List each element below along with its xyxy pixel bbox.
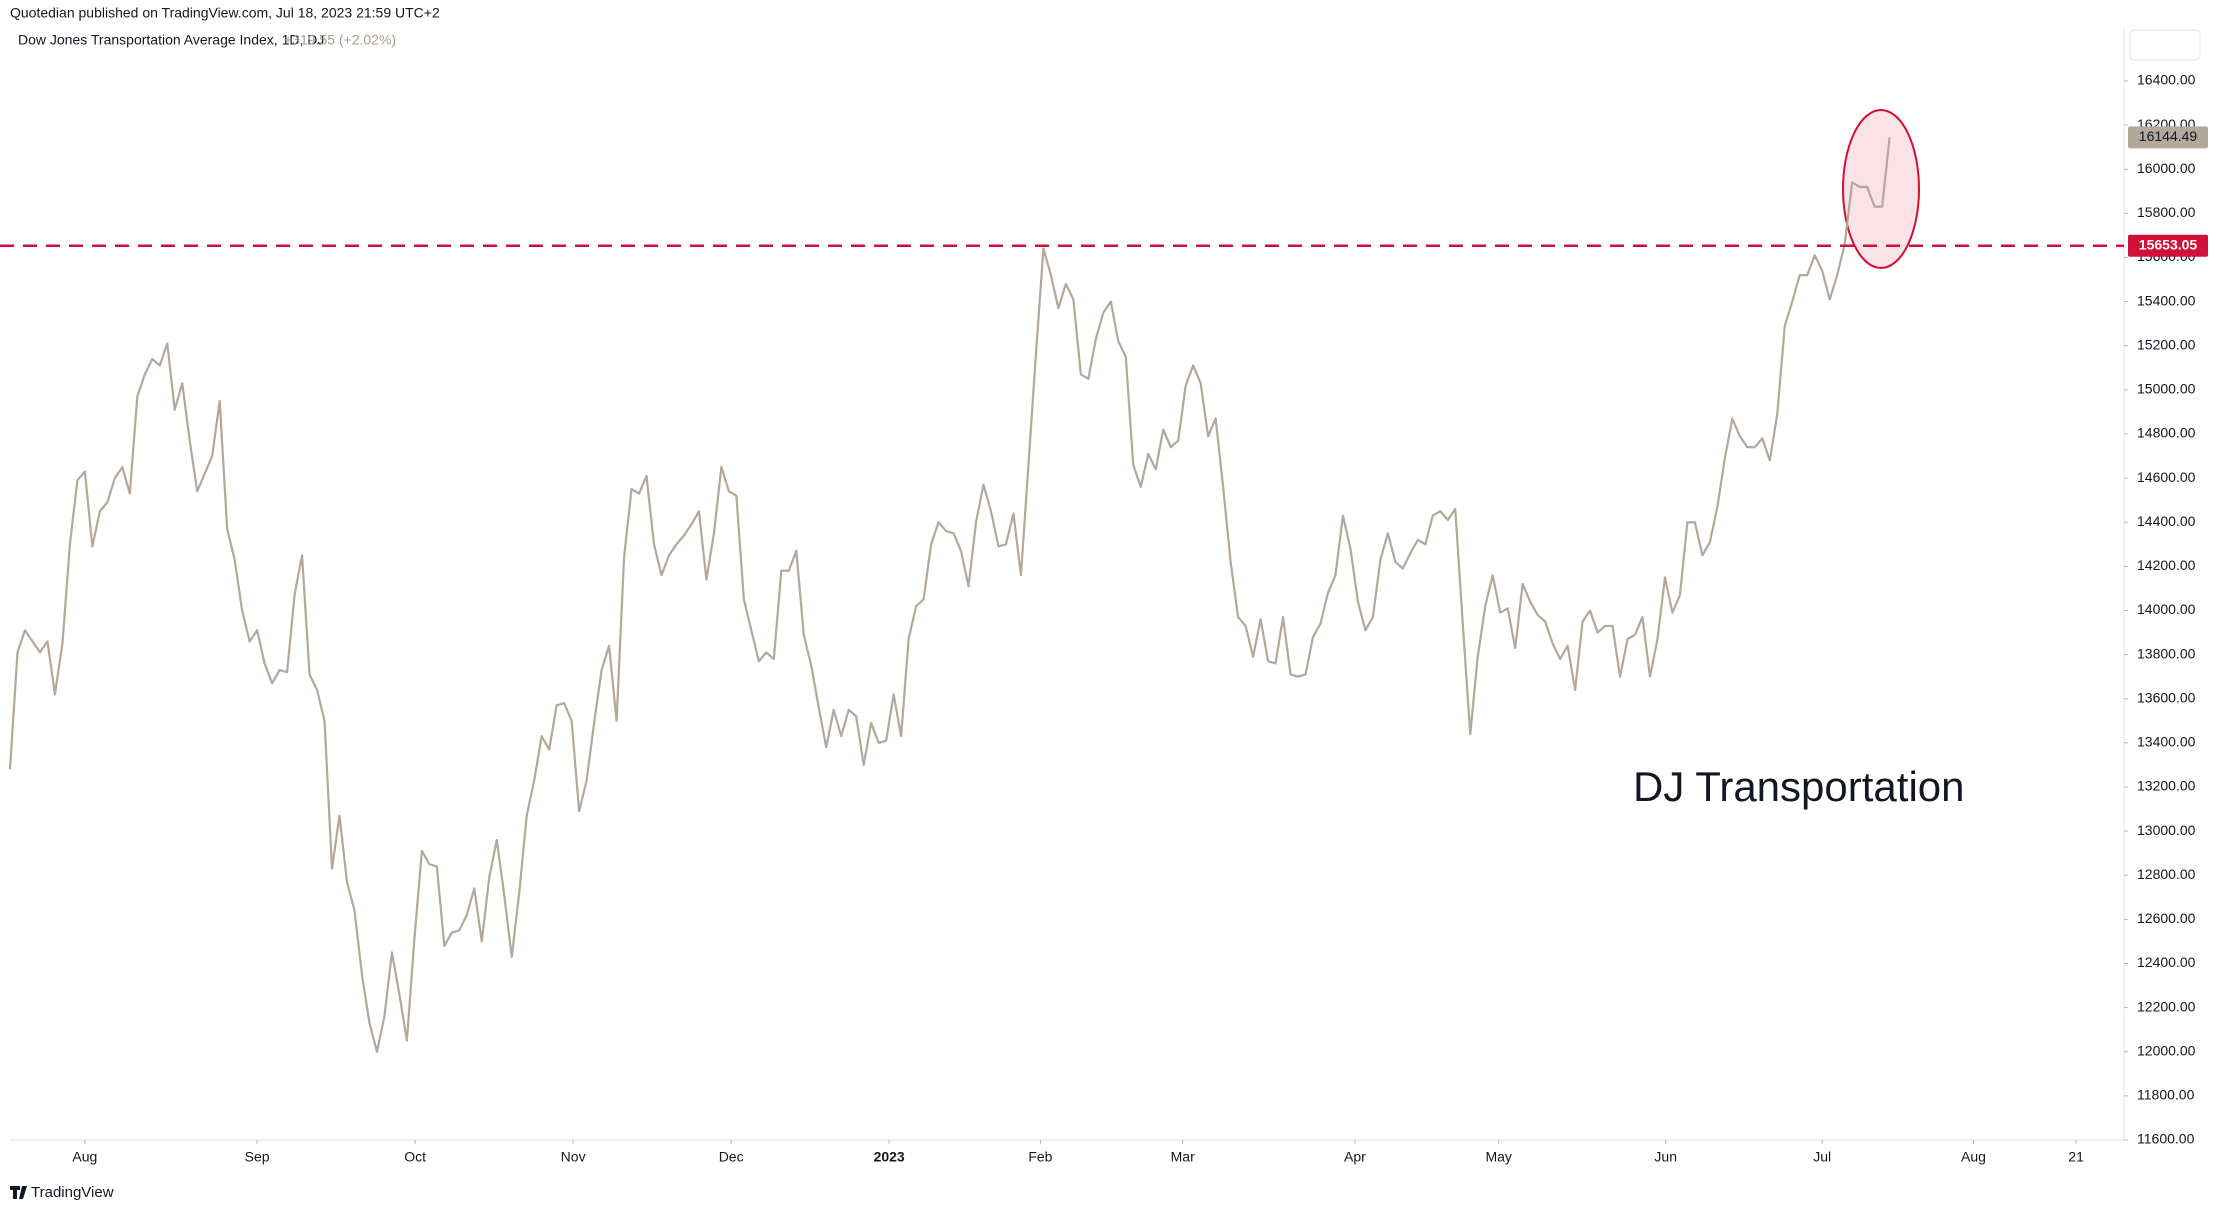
x-tick-label: Jul [1813, 1149, 1831, 1165]
reference-box [2128, 234, 2208, 257]
scale-button[interactable] [2129, 29, 2201, 61]
x-tick-label: 2023 [874, 1149, 905, 1165]
y-tick-label: 14800.00 [2137, 425, 2196, 441]
y-tick-label: 12200.00 [2137, 998, 2196, 1014]
x-tick-label: Aug [72, 1149, 97, 1165]
y-tick-label: 13000.00 [2137, 822, 2196, 838]
y-tick-label: 16000.00 [2137, 160, 2196, 176]
symbol-line: Dow Jones Transportation Average Index, … [18, 32, 324, 48]
y-tick-label: 13200.00 [2137, 778, 2196, 794]
reference-label: 15653.05 [2139, 236, 2198, 252]
footer-logo: TradingView [10, 1184, 114, 1201]
y-tick-label: 14200.00 [2137, 557, 2196, 573]
y-tick-label: 12800.00 [2137, 866, 2196, 882]
x-tick-label: Mar [1171, 1149, 1195, 1165]
x-tick-label: 21 [2068, 1149, 2084, 1165]
y-tick-label: 11600.00 [2137, 1131, 2195, 1147]
y-tick-label: 12000.00 [2137, 1042, 2196, 1058]
change-text: +319.55 (+2.02%) [284, 32, 396, 48]
x-tick-label: Sep [245, 1149, 270, 1165]
publisher-line: Quotedian published on TradingView.com, … [10, 5, 440, 21]
y-tick-label: 14400.00 [2137, 513, 2196, 529]
y-tick-label: 15800.00 [2137, 204, 2196, 220]
y-tick-label: 15400.00 [2137, 292, 2196, 308]
annotation: DJ Transportation [1633, 763, 1965, 810]
y-tick-label: 13400.00 [2137, 734, 2196, 750]
x-tick-label: Aug [1961, 1149, 1986, 1165]
y-tick-label: 14600.00 [2137, 469, 2196, 485]
x-tick-label: Jun [1654, 1149, 1677, 1165]
y-tick-label: 12600.00 [2137, 910, 2196, 926]
x-tick-label: Oct [404, 1149, 426, 1165]
y-tick-label: 15000.00 [2137, 381, 2196, 397]
y-tick-label: 14000.00 [2137, 601, 2196, 617]
last-price-label: 16144.49 [2139, 128, 2198, 144]
y-tick-label: 13800.00 [2137, 645, 2196, 661]
x-tick-label: Dec [719, 1149, 744, 1165]
brand: TradingView [31, 1184, 114, 1201]
y-tick-label: 15200.00 [2137, 336, 2196, 352]
x-tick-label: Nov [561, 1149, 586, 1165]
highlight-ellipse [1842, 109, 1920, 269]
y-tick-label: 11800.00 [2137, 1087, 2195, 1103]
x-tick-label: Feb [1028, 1149, 1052, 1165]
logo-mark [10, 1186, 27, 1199]
x-tick-label: Apr [1344, 1149, 1366, 1165]
y-tick-label: 12400.00 [2137, 954, 2196, 970]
x-tick-label: May [1485, 1149, 1511, 1165]
price-line [8, 137, 1891, 1053]
last-price-box [2128, 126, 2208, 149]
y-tick-label: 13600.00 [2137, 689, 2196, 705]
y-tick-label: 16400.00 [2137, 72, 2196, 88]
